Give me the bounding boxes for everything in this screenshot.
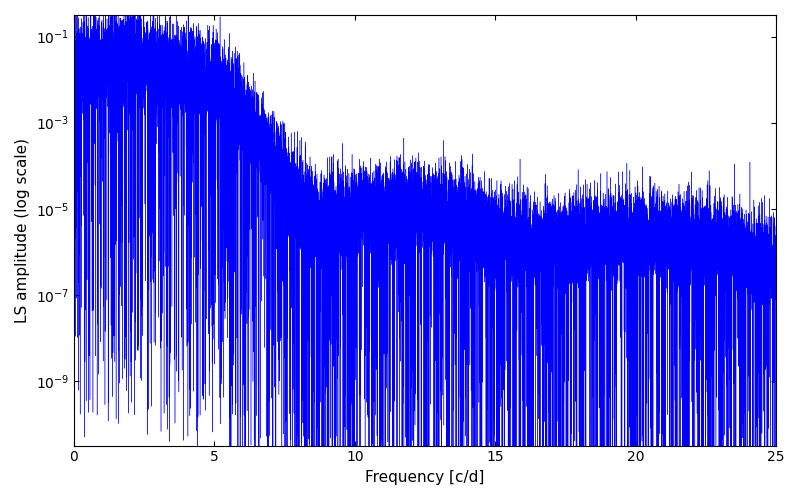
Y-axis label: LS amplitude (log scale): LS amplitude (log scale) [15, 138, 30, 323]
X-axis label: Frequency [c/d]: Frequency [c/d] [366, 470, 485, 485]
